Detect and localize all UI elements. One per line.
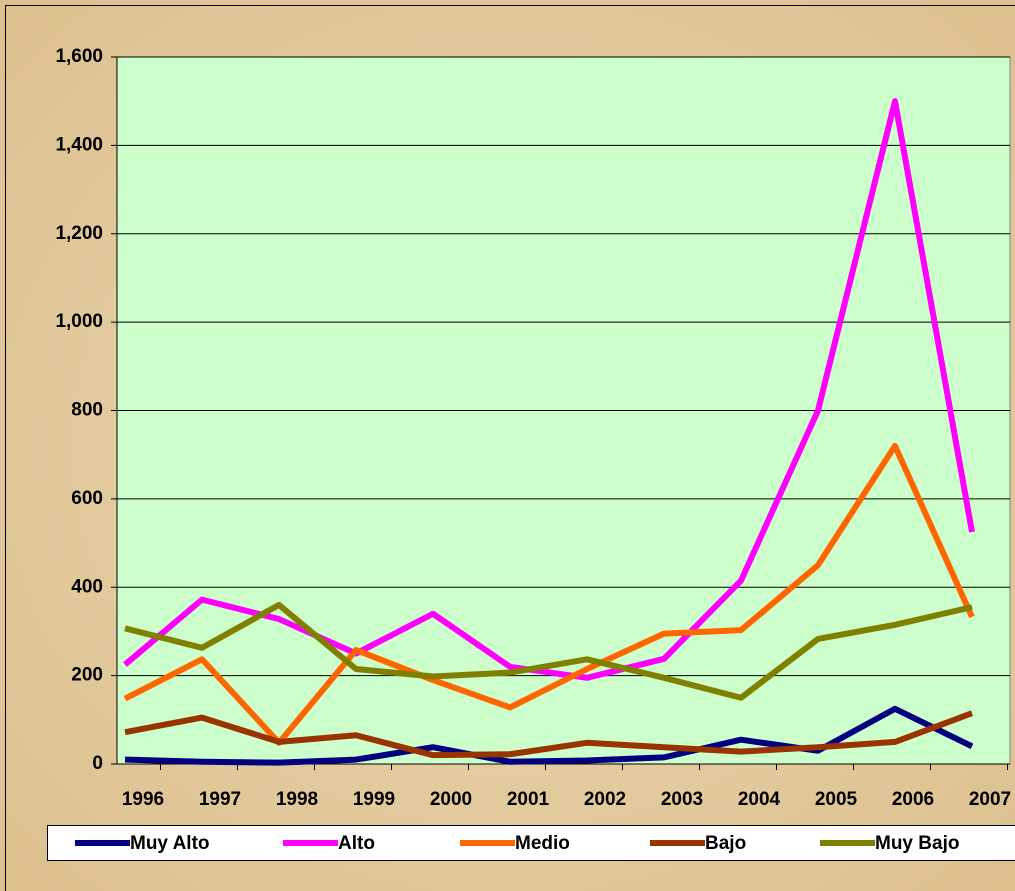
legend-label: Muy Bajo — [875, 833, 959, 854]
legend-label: Muy Alto — [130, 833, 210, 854]
legend-label: Medio — [515, 833, 570, 854]
chart-border — [5, 5, 1015, 891]
y-tick-label: 1,400 — [55, 134, 103, 155]
y-tick-label: 400 — [71, 576, 103, 597]
legend-label: Alto — [338, 833, 375, 854]
y-tick-label: 1,200 — [55, 223, 103, 244]
x-tick-label: 2005 — [815, 789, 858, 810]
x-tick-label: 1996 — [122, 789, 164, 810]
x-tick-label: 1998 — [276, 789, 318, 810]
legend-label: Bajo — [705, 833, 746, 854]
y-tick-label: 600 — [71, 488, 103, 509]
x-tick-label: 2001 — [507, 789, 550, 810]
y-tick-label: 1,000 — [55, 311, 103, 332]
series-line — [124, 710, 974, 759]
y-tick-label: 200 — [71, 665, 103, 686]
y-tick-label: 0 — [92, 753, 103, 774]
series-line — [123, 442, 975, 746]
x-tick-label: 1997 — [199, 789, 241, 810]
x-tick-label: 1999 — [353, 789, 395, 810]
y-tick-label: 1,600 — [55, 46, 103, 67]
x-tick-label: 2003 — [661, 789, 703, 810]
y-tick-label: 800 — [71, 400, 103, 421]
series-line — [123, 98, 975, 681]
series-line — [124, 601, 973, 701]
x-tick-label: 2002 — [584, 789, 626, 810]
x-tick-label: 2007 — [969, 789, 1011, 810]
x-tick-label: 2006 — [892, 789, 934, 810]
x-tick-label: 2004 — [738, 789, 781, 810]
x-tick-label: 2000 — [430, 789, 472, 810]
